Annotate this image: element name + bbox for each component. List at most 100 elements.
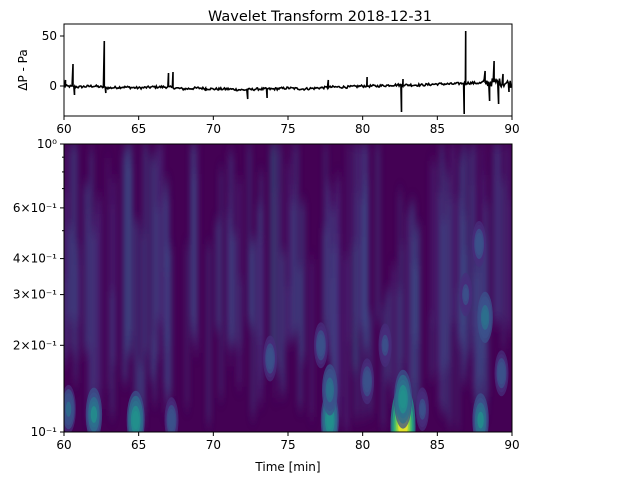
- wavelet-hotspot: [482, 309, 489, 326]
- wavelet-y-tick-label: 2×10⁻¹: [13, 338, 57, 352]
- wavelet-y-tick-label: 3×10⁻¹: [13, 288, 57, 302]
- wavelet-streak: [257, 238, 263, 403]
- pressure-trace-series: [64, 30, 512, 115]
- wavelet-y-tick-label: 10⁰: [37, 137, 57, 151]
- pressure-panel: 60 65 70 75 80 85 90 0 50 ΔP - Pa: [16, 23, 520, 136]
- wavelet-streak: [219, 169, 223, 398]
- wavelet-streak: [158, 144, 164, 326]
- wavelet-hotspot: [267, 351, 273, 366]
- wavelet-streak: [134, 219, 140, 401]
- wavelet-streak: [143, 144, 148, 355]
- wavelet-plot-frame: [63, 143, 513, 433]
- wavelet-streak: [401, 244, 404, 364]
- pressure-trace-line: [64, 30, 512, 115]
- pressure-plot-area: [64, 24, 512, 116]
- wavelet-hotspot: [476, 236, 482, 252]
- wavelet-streak: [492, 144, 495, 322]
- wavelet-streak: [363, 179, 369, 350]
- pressure-y-axis-label: ΔP - Pa: [16, 49, 30, 90]
- wavelet-hotspot: [364, 374, 370, 389]
- wavelet-streak: [300, 202, 306, 360]
- wavelet-streak: [381, 306, 385, 428]
- wavelet-streak: [509, 200, 512, 337]
- pressure-plot-frame: [63, 23, 513, 117]
- pressure-x-tick-label: 60: [56, 122, 71, 136]
- wavelet-streak: [450, 144, 456, 324]
- wavelet-x-tick-label: 75: [280, 438, 295, 452]
- wavelet-streak: [207, 244, 211, 424]
- wavelet-hotspot: [168, 412, 175, 428]
- pressure-x-tick-label: 85: [430, 122, 445, 136]
- figure-title: Wavelet Transform 2018-12-31: [208, 9, 432, 25]
- wavelet-streak: [227, 150, 230, 325]
- wavelet-y-tick-label: 6×10⁻¹: [13, 201, 57, 215]
- wavelet-streak: [459, 158, 464, 339]
- wavelet-streak: [280, 252, 286, 394]
- wavelet-streak: [375, 144, 380, 321]
- wavelet-streak: [111, 178, 116, 366]
- wavelet-streak: [343, 255, 350, 432]
- wavelet-streak: [239, 279, 242, 348]
- wavelet-streak: [391, 265, 397, 404]
- wavelet-hotspot: [132, 410, 140, 430]
- wavelet-streak: [413, 263, 417, 335]
- wavelet-streak: [122, 150, 128, 383]
- wavelet-x-axis: 60 65 70 75 80 85 90: [56, 432, 520, 452]
- pressure-y-axis: 0 50: [42, 29, 64, 93]
- wavelet-streak: [324, 144, 327, 321]
- wavelet-streak: [415, 265, 419, 344]
- wavelet-streak: [83, 184, 90, 352]
- wavelet-streak: [106, 157, 109, 389]
- wavelet-streak: [474, 272, 479, 403]
- wavelet-streak: [429, 316, 433, 379]
- wavelet-streak: [149, 155, 155, 380]
- wavelet-streak: [502, 180, 505, 349]
- wavelet-streak: [435, 163, 439, 374]
- wavelet-streak: [65, 144, 70, 349]
- wavelet-streak: [126, 164, 133, 355]
- wavelet-streak: [309, 259, 314, 418]
- wavelet-streak: [186, 244, 189, 408]
- wavelet-streak: [94, 214, 101, 389]
- wavelet-x-tick-label: 80: [355, 438, 370, 452]
- wavelet-streak: [125, 144, 129, 353]
- wavelet-x-tick-label: 65: [131, 438, 146, 452]
- wavelet-streak: [247, 144, 251, 322]
- wavelet-hotspots: [64, 220, 509, 432]
- wavelet-streak: [361, 237, 365, 418]
- wavelet-streak: [154, 160, 157, 377]
- wavelet-streak: [90, 232, 96, 418]
- wavelet-streak: [274, 192, 277, 398]
- wavelet-streak: [334, 193, 340, 421]
- wavelet-y-tick-label: 10⁻¹: [31, 425, 58, 439]
- wavelet-streak: [155, 207, 160, 320]
- wavelet-x-tick-label: 60: [56, 438, 71, 452]
- wavelet-streak: [405, 212, 411, 411]
- wavelet-y-tick-label: 4×10⁻¹: [13, 252, 57, 266]
- wavelet-streak: [141, 233, 146, 412]
- wavelet-hotspot: [463, 287, 469, 302]
- wavelet-streak: [64, 278, 67, 360]
- wavelet-streak: [456, 288, 459, 430]
- wavelet-hotspot: [477, 411, 484, 429]
- wavelet-streaks: [64, 144, 512, 432]
- wavelet-hotspot: [419, 402, 425, 417]
- pressure-x-tick-label: 70: [206, 122, 221, 136]
- wavelet-streak: [74, 144, 78, 320]
- wavelet-hotspot: [382, 338, 388, 353]
- wavelet-hotspot: [498, 366, 505, 381]
- wavelet-streak: [441, 219, 447, 414]
- pressure-x-axis: 60 65 70 75 80 85 90: [56, 116, 520, 136]
- wavelet-x-tick-label: 90: [504, 438, 519, 452]
- wavelet-streak: [446, 174, 450, 367]
- wavelet-streak: [495, 144, 501, 321]
- wavelet-streak: [110, 291, 115, 416]
- pressure-y-tick-label: 50: [42, 29, 57, 43]
- wavelet-streak: [430, 160, 435, 324]
- wavelet-streak: [270, 144, 277, 365]
- wavelet-streak: [346, 144, 351, 342]
- wavelet-hotspot: [326, 410, 334, 430]
- wavelet-hotspot: [318, 338, 324, 353]
- wavelet-streak: [231, 233, 237, 347]
